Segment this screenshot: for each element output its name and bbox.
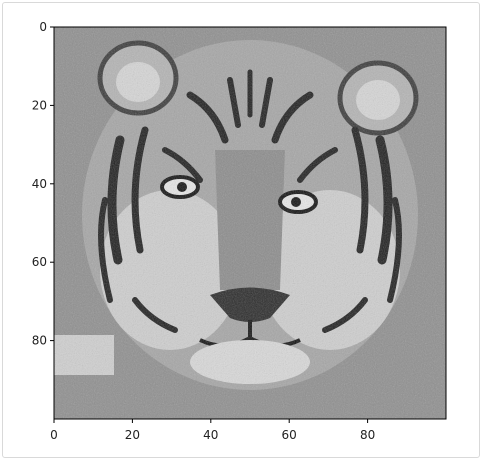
plot-area-border [53, 26, 447, 420]
y-tick-label: 0 [39, 20, 47, 34]
x-tick-label: 20 [125, 428, 140, 442]
y-tick-label: 40 [32, 177, 47, 191]
x-tick-label: 80 [360, 428, 375, 442]
fur-texture [54, 27, 446, 419]
y-axis: 0 20 40 60 80 [32, 20, 54, 348]
x-tick-label: 60 [282, 428, 297, 442]
y-tick-label: 60 [32, 255, 47, 269]
y-tick-label: 20 [32, 98, 47, 112]
x-tick-label: 0 [50, 428, 58, 442]
x-axis: 0 20 40 60 80 [50, 419, 375, 442]
tiger-image [54, 27, 446, 419]
y-tick-label: 80 [32, 334, 47, 348]
x-tick-label: 40 [203, 428, 218, 442]
